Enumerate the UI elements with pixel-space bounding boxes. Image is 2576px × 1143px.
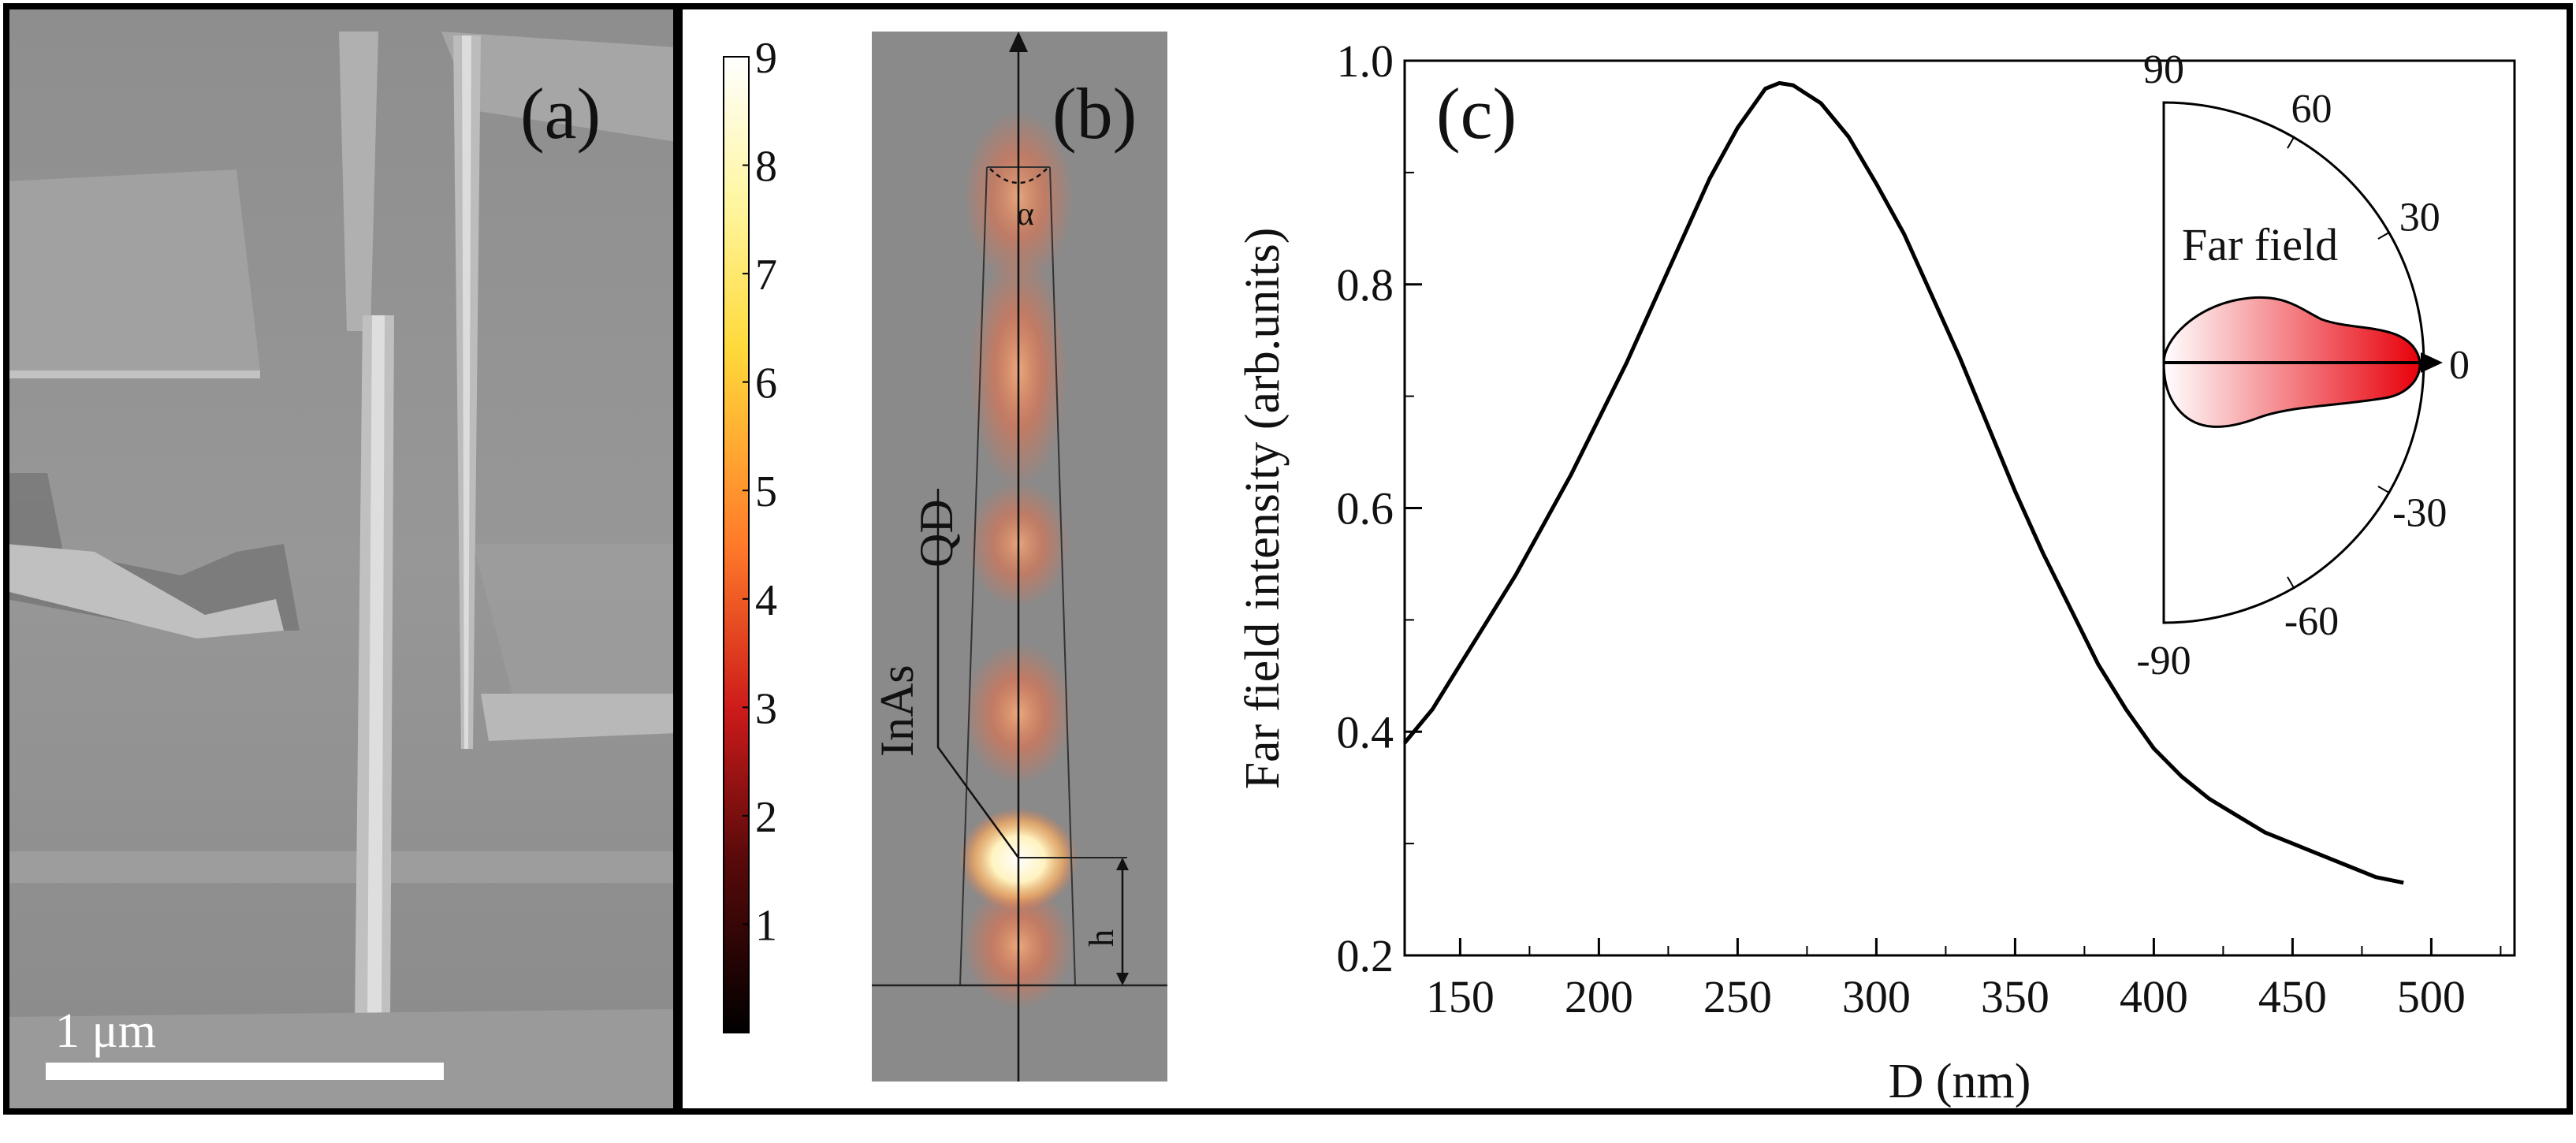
inset-angle-label: -90 (2136, 639, 2191, 683)
colorbar-tick-label: 5 (755, 467, 777, 516)
far-field-intensity-line (1403, 80, 2404, 885)
colorbar: 1 2 3 4 5 6 7 8 9 (723, 34, 777, 1033)
scale-bar-label: 1 μm (55, 1004, 156, 1058)
qd-leader-line (936, 489, 1020, 858)
x-tick-label: 400 (2120, 971, 2188, 1022)
colorbar-tick-label: 4 (755, 576, 777, 625)
qd-label-inas: InAs (871, 665, 923, 757)
inset-angle-label: 30 (2399, 195, 2440, 240)
colorbar-tick-label: 1 (755, 901, 777, 950)
inset-angle-label: -30 (2392, 491, 2447, 536)
x-tick-label: 300 (1842, 971, 1911, 1022)
x-tick-label: 350 (1981, 971, 2049, 1022)
y-tick-label: 0.4 (1337, 706, 1394, 758)
height-label: h (1082, 929, 1121, 947)
inset-angle-ticks: 90 60 30 0 -30 -60 -90 (2136, 47, 2470, 683)
y-tick-label: 0.6 (1337, 483, 1394, 534)
inset-title: Far field (2182, 219, 2338, 270)
y-tick-label: 1.0 (1337, 35, 1394, 87)
inset-tick (2377, 486, 2390, 493)
inset-tick (2377, 232, 2390, 240)
inset-tick (2287, 576, 2295, 589)
inset-angle-label: 60 (2291, 87, 2332, 132)
x-tick-label: 250 (1703, 971, 1772, 1022)
colorbar-tick-label: 3 (755, 684, 777, 733)
x-tick-label: 150 (1426, 971, 1495, 1022)
colorbar-tick-label: 8 (755, 143, 777, 192)
panel-b-label: (b) (1052, 73, 1137, 154)
colorbar-tick-label: 7 (755, 251, 777, 300)
sem-structures (6, 32, 676, 883)
panel-a-label: (a) (520, 73, 601, 154)
colorbar-tick-label: 2 (755, 793, 777, 842)
x-tick-label: 200 (1565, 971, 1633, 1022)
panel-c-chart: 150 200 250 300 350 400 450 5000.20.40.60.81.0 … (1236, 35, 2516, 1108)
inset-tick (2287, 136, 2295, 149)
panel-a: 1 μm (a) (3, 3, 679, 1115)
angle-label: α (1017, 196, 1034, 233)
inset-angle-label: -60 (2284, 599, 2339, 644)
inset-angle-label: 0 (2449, 343, 2470, 388)
panel-c-label: (c) (1436, 73, 1517, 154)
x-axis-label: D (nm) (1889, 1055, 2031, 1108)
y-tick-label: 0.2 (1337, 930, 1394, 981)
polar-inset: 90 60 30 0 -30 -60 -90 Far field (2136, 47, 2470, 683)
x-tick-label: 500 (2397, 971, 2466, 1022)
y-tick-label: 0.8 (1337, 259, 1394, 311)
x-tick-label: 450 (2258, 971, 2327, 1022)
inset-angle-label: 90 (2143, 47, 2184, 92)
y-axis-label: Far field intensity (arb.units) (1236, 228, 1290, 790)
inset-arrowhead (2421, 352, 2443, 373)
colorbar-tick-label: 9 (755, 34, 777, 83)
colorbar-ticks: 1 2 3 4 5 6 7 8 9 (743, 34, 777, 950)
colorbar-gradient (723, 56, 750, 1033)
scale-bar (46, 1063, 444, 1080)
panel-b-heatmap: α h InAs QD (b) (871, 32, 1167, 1082)
colorbar-tick-label: 6 (755, 359, 777, 408)
qd-label-qd: QD (910, 499, 962, 568)
